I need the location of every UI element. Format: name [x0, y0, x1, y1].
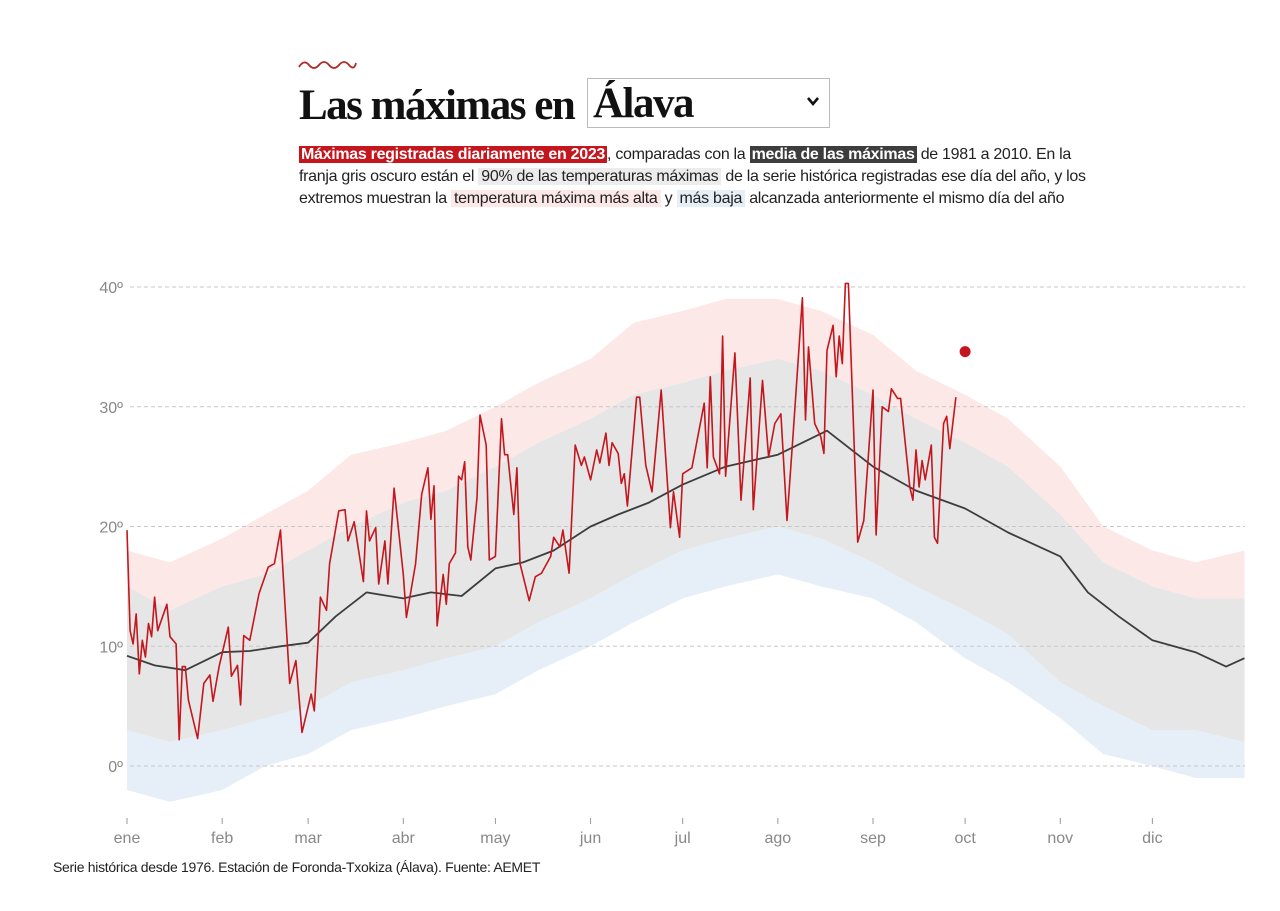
y-tick-label: 20º [99, 520, 123, 537]
record-high-band [127, 299, 1245, 611]
desc-text: alcanzada anteriormente el mismo día del… [745, 190, 1065, 207]
legend-record-low: más baja [676, 190, 746, 207]
x-tick-label: jun [579, 830, 601, 847]
desc-text: y [660, 190, 677, 207]
y-tick-label: 0º [108, 759, 123, 776]
desc-text: , comparadas con la [607, 146, 750, 163]
x-tick-label: jul [674, 830, 691, 847]
x-tick-label: sep [860, 830, 886, 847]
legend-90pct: 90% de las temperaturas máximas [478, 168, 722, 185]
chevron-down-icon [807, 97, 819, 107]
x-tick-label: oct [954, 830, 976, 847]
province-select[interactable]: Álava [587, 78, 830, 128]
x-tick-label: abr [392, 830, 416, 847]
highlight-point [959, 346, 971, 358]
x-tick-label: mar [294, 830, 322, 847]
record-low-band [127, 526, 1245, 802]
title-prefix: Las máximas en [299, 82, 576, 129]
page-title: Las máximas en [299, 80, 576, 132]
y-tick-label: 10º [99, 639, 123, 656]
chart-description: Máximas registradas diariamente en 2023,… [299, 144, 1089, 210]
x-tick-label: may [480, 830, 510, 847]
x-tick-label: dic [1142, 830, 1162, 847]
desc-text: de 1981 a 2010. En la franja gris oscuro… [299, 146, 1071, 185]
x-tick-label: feb [211, 830, 233, 847]
x-tick-label: ago [764, 830, 791, 847]
x-tick-label: nov [1047, 830, 1073, 847]
y-tick-label: 40º [99, 280, 123, 297]
series-2023-line [126, 282, 957, 741]
legend-mean: media de las máximas [749, 146, 917, 163]
legend-record-high: temperatura máxima más alta [450, 190, 661, 207]
desc-text: de la serie histórica registradas ese dí… [299, 168, 1086, 207]
mean-line [126, 429, 1245, 672]
province-select-value: Álava [593, 80, 695, 127]
wave-decoration-icon [298, 61, 357, 69]
x-tick-label: ene [114, 830, 141, 847]
source-footer: Serie histórica desde 1976. Estación de … [53, 859, 541, 875]
y-tick-label: 30º [99, 400, 123, 417]
legend-2023: Máximas registradas diariamente en 2023 [299, 146, 608, 163]
